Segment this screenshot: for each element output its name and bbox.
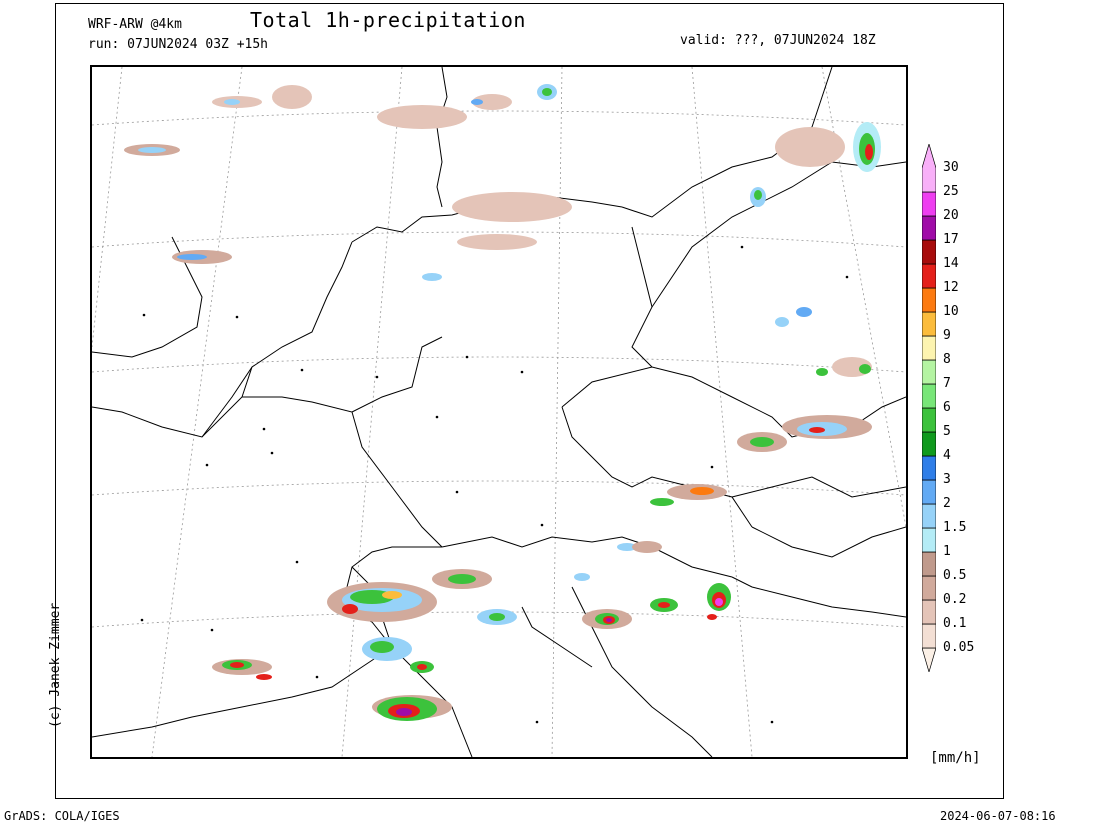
colorbar-swatch xyxy=(921,527,937,553)
colorbar-label: 1 xyxy=(943,544,951,559)
colorbar-swatch xyxy=(921,263,937,289)
colorbar-swatch xyxy=(921,359,937,385)
colorbar-swatch xyxy=(921,647,937,674)
coastlines-borders xyxy=(92,67,906,757)
plot-frame xyxy=(55,3,1004,799)
colorbar-swatch xyxy=(921,479,937,505)
valid-time-label: valid: ???, 07JUN2024 18Z xyxy=(680,33,876,48)
colorbar-swatch xyxy=(921,599,937,625)
colorbar-swatch xyxy=(921,383,937,409)
legend-unit: [mm/h] xyxy=(930,750,981,766)
colorbar-label: 25 xyxy=(943,184,959,199)
colorbar-label: 3 xyxy=(943,472,951,487)
map-canvas xyxy=(92,67,906,757)
colorbar-label: 0.05 xyxy=(943,640,975,655)
city-markers xyxy=(140,245,849,724)
colorbar-swatch xyxy=(921,575,937,601)
colorbar-swatch xyxy=(921,551,937,577)
precip-cells xyxy=(124,84,881,721)
colorbar-label: 10 xyxy=(943,304,959,319)
colorbar-label: 2 xyxy=(943,496,951,511)
colorbar-swatch xyxy=(921,623,937,649)
colorbar-label: 20 xyxy=(943,208,959,223)
colorbar-label: 0.1 xyxy=(943,616,967,631)
colorbar-label: 1.5 xyxy=(943,520,967,535)
colorbar-label: 9 xyxy=(943,328,951,343)
colorbar-label: 8 xyxy=(943,352,951,367)
colorbar-swatch xyxy=(921,335,937,361)
colorbar-swatch xyxy=(921,407,937,433)
colorbar-swatch xyxy=(921,215,937,241)
colorbar-swatch xyxy=(921,503,937,529)
colorbar-label: 4 xyxy=(943,448,951,463)
render-timestamp: 2024-06-07-08:16 xyxy=(940,809,1056,823)
colorbar-label: 14 xyxy=(943,256,959,271)
graticule xyxy=(92,67,906,757)
colorbar-label: 6 xyxy=(943,400,951,415)
colorbar-swatch xyxy=(921,455,937,481)
colorbar-swatch xyxy=(921,239,937,265)
colorbar-swatch xyxy=(921,431,937,457)
colorbar-label: 7 xyxy=(943,376,951,391)
colorbar-swatch xyxy=(921,191,937,217)
colorbar-label: 0.5 xyxy=(943,568,967,583)
colorbar xyxy=(921,142,937,674)
colorbar-label: 17 xyxy=(943,232,959,247)
colorbar-swatch xyxy=(921,311,937,337)
run-label: run: 07JUN2024 03Z +15h xyxy=(88,37,269,52)
colorbar-label: 5 xyxy=(943,424,951,439)
copyright-credit: (c) Janek Zimmer xyxy=(48,602,63,728)
model-label: WRF-ARW @4km xyxy=(88,17,182,32)
colorbar-label: 12 xyxy=(943,280,959,295)
software-credit: GrADS: COLA/IGES xyxy=(4,809,120,823)
map-title: Total 1h-precipitation xyxy=(250,8,526,32)
colorbar-swatches xyxy=(921,142,937,674)
colorbar-swatch xyxy=(921,142,937,193)
colorbar-label: 30 xyxy=(943,160,959,175)
colorbar-swatch xyxy=(921,287,937,313)
colorbar-label: 0.2 xyxy=(943,592,967,607)
precipitation-map[interactable] xyxy=(90,65,908,759)
